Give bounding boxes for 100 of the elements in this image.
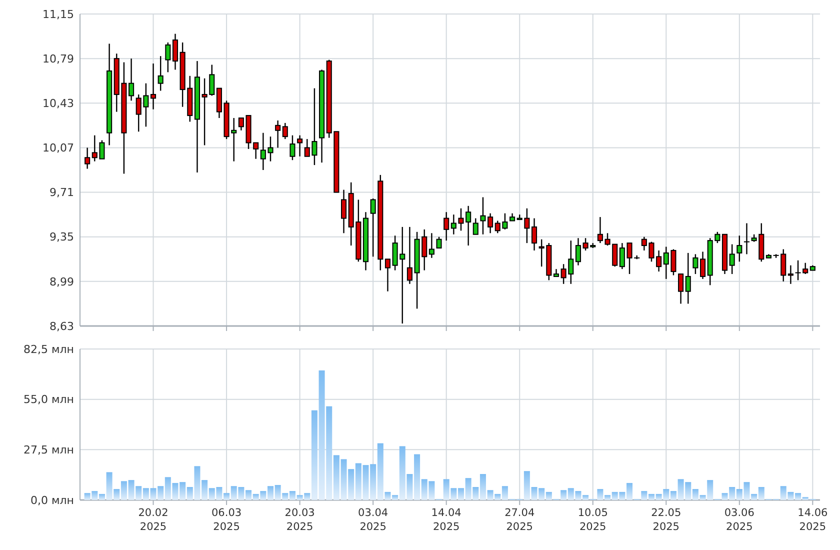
bar <box>575 491 582 500</box>
y-tick-label: 9,71 <box>50 186 74 200</box>
bar <box>216 487 222 500</box>
candlestick <box>282 122 288 140</box>
bar <box>202 480 208 500</box>
y-tick-label: 10,07 <box>42 142 74 155</box>
candlestick <box>128 58 134 102</box>
bar <box>194 466 200 500</box>
bar <box>597 489 604 500</box>
x-tick-label: 03.04 2025 <box>358 507 388 533</box>
bar <box>246 490 252 500</box>
bar <box>641 491 648 500</box>
y-tick-label: 0,0 млн <box>30 494 74 507</box>
x-tick-label: 03.06 2025 <box>724 507 755 533</box>
bar <box>619 492 626 500</box>
bar <box>795 493 802 500</box>
bar <box>487 490 494 500</box>
candlestick <box>84 147 90 170</box>
candlestick <box>340 189 347 234</box>
bar <box>230 486 237 500</box>
candlestick <box>150 62 156 110</box>
bar <box>729 487 736 500</box>
bar <box>208 488 215 500</box>
bar <box>443 479 450 500</box>
bar <box>656 494 662 500</box>
bar <box>114 489 120 500</box>
candlestick <box>531 218 538 252</box>
bar <box>362 465 369 500</box>
candlestick <box>428 232 434 259</box>
bar <box>751 494 758 500</box>
bar <box>546 492 552 500</box>
bar <box>648 494 654 500</box>
bar <box>238 487 244 500</box>
bar <box>333 455 340 500</box>
x-tick-label: 22.05 2025 <box>651 507 682 533</box>
bar <box>92 491 98 500</box>
bar <box>538 488 545 500</box>
candlestick <box>472 218 478 235</box>
bar <box>296 495 303 500</box>
bar <box>802 497 808 500</box>
candlestick <box>575 237 581 266</box>
bar <box>582 495 589 500</box>
bar <box>612 492 618 500</box>
candlestick <box>165 42 171 73</box>
bar <box>158 486 164 500</box>
bar <box>531 487 538 500</box>
y-tick-label: 11,15 <box>42 8 74 21</box>
candlestick <box>700 251 706 280</box>
bar <box>98 494 105 500</box>
bar <box>318 370 325 500</box>
candlestick <box>678 273 684 304</box>
bar <box>399 446 406 500</box>
bar <box>267 486 274 500</box>
bar <box>494 494 501 500</box>
candlestick <box>172 33 178 70</box>
y-tick-label: 82,5 млн <box>23 342 74 356</box>
candlestick <box>480 196 486 235</box>
x-tick-label: 14.06 2025 <box>798 507 828 533</box>
bar <box>788 492 794 500</box>
bar <box>692 489 698 500</box>
bar <box>274 484 281 500</box>
x-tick-label: 14.04 2025 <box>431 507 462 533</box>
candlestick <box>158 55 164 92</box>
candlestick <box>597 216 603 244</box>
bar <box>142 488 149 500</box>
bar <box>524 471 530 500</box>
y-tick-label: 10,43 <box>42 96 74 110</box>
bar <box>736 489 742 500</box>
candlestick <box>788 264 794 285</box>
bar <box>560 490 567 500</box>
candlestick <box>275 120 281 148</box>
bar <box>604 495 611 500</box>
bar <box>304 493 310 500</box>
bar <box>377 443 384 500</box>
bar <box>780 486 786 500</box>
bar <box>722 493 728 500</box>
x-tick-label: 20.03 2025 <box>284 507 315 533</box>
bar <box>128 480 134 500</box>
bar <box>172 482 178 500</box>
y-tick-label: 27,5 млн <box>23 444 74 457</box>
bar <box>392 495 398 500</box>
bar <box>465 478 472 500</box>
bar <box>480 474 486 500</box>
bar <box>326 406 332 500</box>
candlestick <box>744 222 750 255</box>
bar <box>260 491 266 500</box>
y-tick-label: 55,0 млн <box>23 393 74 406</box>
y-tick-label: 9,35 <box>50 230 74 244</box>
bar <box>106 472 112 500</box>
bar <box>164 477 171 500</box>
bar <box>685 482 692 500</box>
bar <box>744 482 750 500</box>
bar <box>384 492 391 500</box>
candlestick <box>488 212 494 234</box>
bar <box>180 482 186 500</box>
y-tick-label: 8,99 <box>50 275 74 288</box>
y-tick-label: 8,63 <box>50 320 74 333</box>
candlestick <box>692 254 698 275</box>
bar <box>568 488 574 500</box>
bar <box>414 454 420 500</box>
